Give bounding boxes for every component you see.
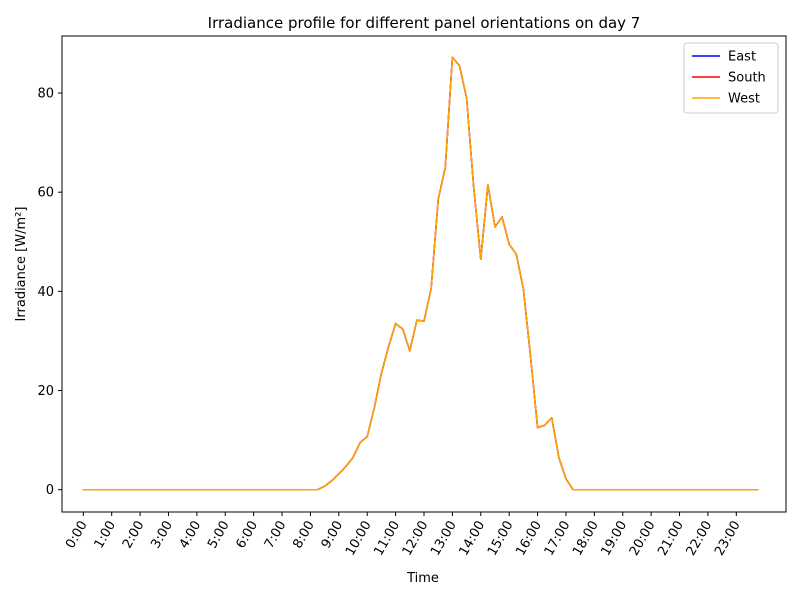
y-tick-label: 20 [37,384,54,399]
legend-label-south: South [728,71,766,86]
y-axis-label: Irradiance [W/m²] [14,207,29,322]
x-axis-label: Time [406,571,439,586]
legend-label-east: East [728,50,756,65]
y-tick-label: 0 [46,483,54,498]
y-tick-label: 60 [37,186,54,201]
chart-title: Irradiance profile for different panel o… [208,14,641,32]
series-line-west [82,56,759,491]
legend-label-west: West [728,92,760,107]
legend: East South West [683,42,779,114]
y-tick-label: 80 [37,87,54,102]
legend-box [683,42,779,114]
y-tick-label: 40 [37,285,54,300]
